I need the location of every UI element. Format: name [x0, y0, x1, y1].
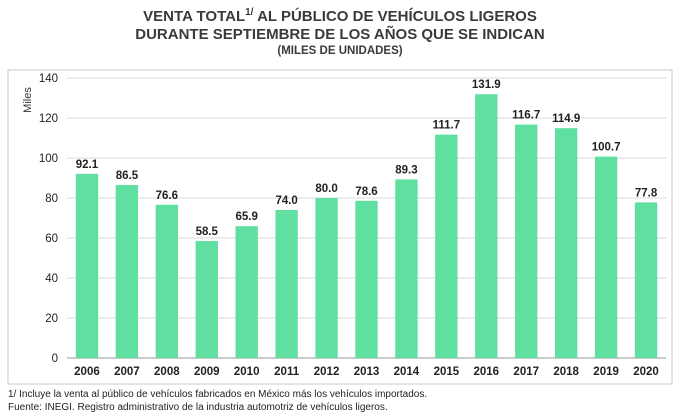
bar-value-label: 111.7: [433, 120, 461, 132]
bar: [435, 134, 458, 358]
bar-value-label: 74.0: [275, 195, 297, 207]
bar: [634, 202, 658, 358]
x-tick-label: 2018: [553, 366, 579, 378]
x-tick-label: 2010: [234, 366, 260, 378]
bar-value-label: 114.9: [552, 113, 580, 125]
bar-value-label: 78.6: [355, 186, 377, 198]
bar-value-label: 92.1: [76, 159, 99, 171]
bar: [75, 173, 99, 358]
title-footnote-mark: 1/: [245, 7, 254, 18]
bar: [395, 179, 418, 358]
y-tick-label: 20: [45, 313, 58, 325]
bars: [75, 94, 658, 358]
y-tick-label: 60: [45, 233, 58, 245]
y-axis: 0 20 40 60 80 100 120 140: [39, 73, 58, 365]
title-text-a: VENTA TOTAL: [143, 8, 246, 25]
bar-value-label: 100.7: [592, 142, 621, 154]
chart-title-line1: VENTA TOTAL1/ AL PÚBLICO DE VEHÍCULOS LI…: [0, 7, 680, 25]
footnote: 1/ Incluye la venta al público de vehícu…: [8, 389, 428, 400]
bar: [515, 124, 538, 358]
bar-value-label: 131.9: [472, 79, 501, 91]
bar: [155, 204, 179, 358]
x-tick-labels: 2006 2007 2008 2009 2010 2011 2012 2013 2014 2015…: [74, 366, 659, 378]
x-tick-label: 2020: [633, 366, 659, 378]
bar: [195, 241, 218, 358]
title-text-b: AL PÚBLICO DE VEHÍCULOS LIGEROS: [253, 8, 537, 25]
bar: [594, 156, 618, 358]
y-tick-label: 100: [39, 153, 58, 165]
x-tick-label: 2019: [593, 366, 619, 378]
bar: [235, 226, 258, 358]
chart-subtitle: (MILES DE UNIDADES): [277, 45, 403, 57]
y-tick-label: 0: [52, 353, 58, 365]
bar: [475, 94, 498, 358]
chart-title-line2: DURANTE SEPTIEMBRE DE LOS AÑOS QUE SE IN…: [135, 26, 545, 43]
source-note: Fuente: INEGI. Registro administrativo d…: [8, 402, 388, 413]
x-tick-label: 2008: [154, 366, 180, 378]
x-tick-label: 2007: [114, 366, 140, 378]
y-tick-label: 120: [39, 113, 58, 125]
bar: [355, 200, 378, 358]
x-tick-label: 2016: [474, 366, 500, 378]
bar: [315, 198, 338, 358]
bar-value-label: 80.0: [315, 183, 337, 195]
y-axis-label: Miles: [22, 87, 34, 113]
x-tick-label: 2015: [434, 366, 460, 378]
x-tick-label: 2014: [394, 366, 420, 378]
bar-value-label: 58.5: [196, 226, 219, 238]
y-tick-label: 80: [45, 193, 58, 205]
bar-value-label: 65.9: [236, 211, 258, 223]
bar-value-label: 116.7: [512, 110, 540, 122]
x-tick-label: 2006: [74, 366, 100, 378]
bar-value-label: 89.3: [395, 164, 417, 176]
y-tick-label: 40: [45, 273, 58, 285]
x-tick-label: 2011: [274, 366, 300, 378]
bar: [115, 185, 139, 358]
x-tick-label: 2013: [354, 366, 380, 378]
x-tick-label: 2009: [194, 366, 220, 378]
bar-value-label: 86.5: [116, 170, 139, 182]
x-tick-label: 2017: [513, 366, 539, 378]
data-labels: 92.1 86.5 76.6 58.5 65.9 74.0 80.0 78.6 89.3 111.…: [76, 79, 658, 238]
bar: [554, 128, 578, 358]
bar-value-label: 77.8: [635, 187, 658, 199]
x-tick-label: 2012: [314, 366, 340, 378]
plot-frame: [7, 69, 673, 385]
bar-value-label: 76.6: [156, 190, 178, 202]
y-tick-label: 140: [39, 73, 58, 85]
bar: [275, 210, 298, 358]
